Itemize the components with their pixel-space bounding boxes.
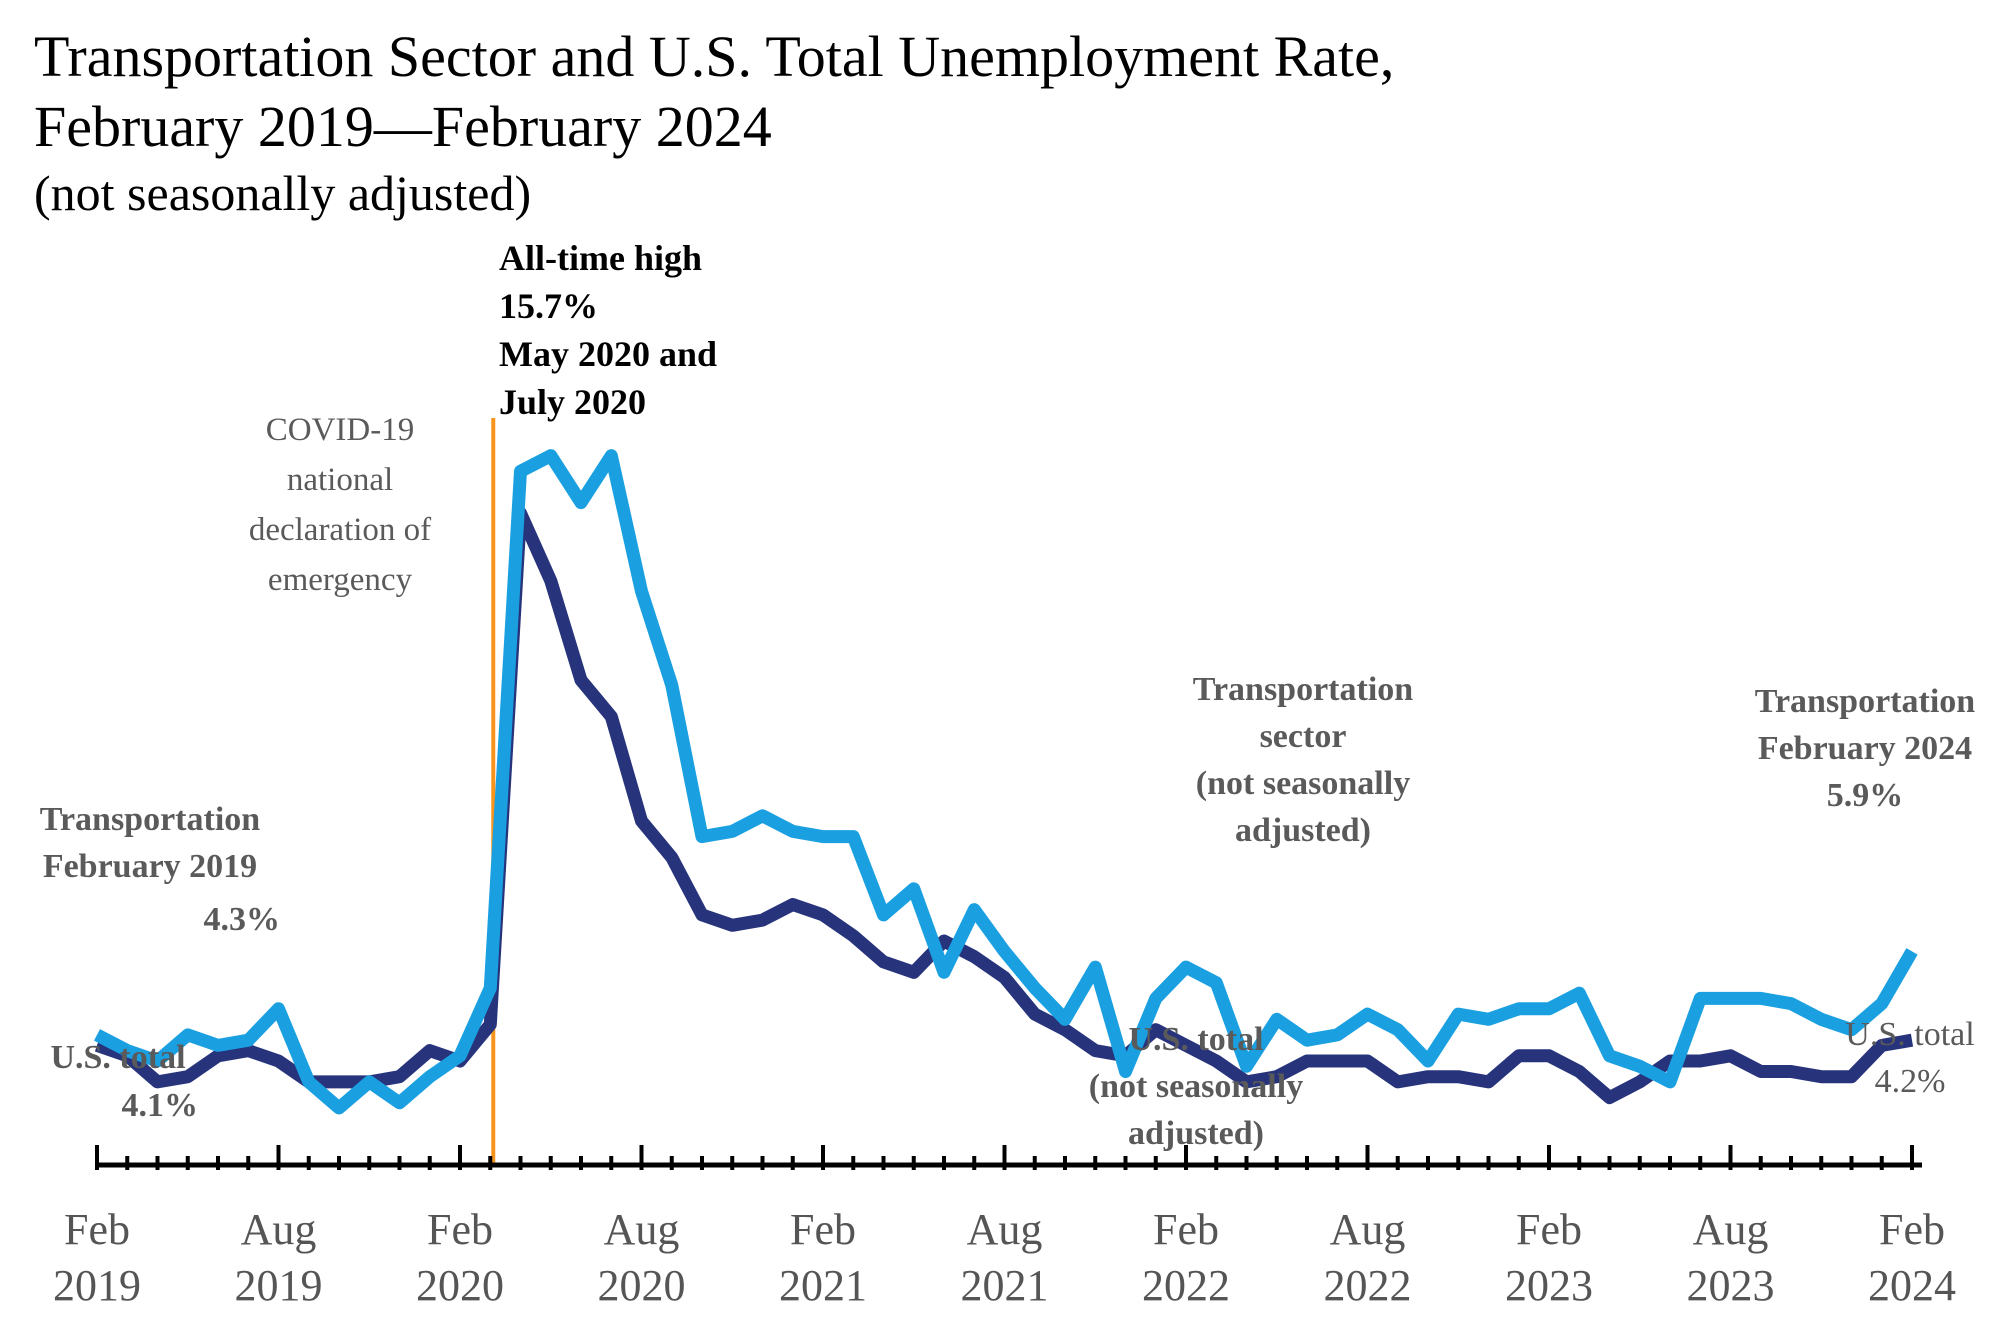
x-tick-label-month: Feb [64,1205,130,1254]
chart-title-line-1: Transportation Sector and U.S. Total Une… [34,24,1395,89]
annotation-transportation-feb-2019-value: 4.3% [204,901,281,938]
x-tick-label-year: 2019 [53,1261,141,1310]
annotation-covid-declaration-line: COVID-19 [266,412,414,448]
annotation-covid-declaration-line: emergency [268,562,413,598]
annotation-transportation-feb-2024-line: Transportation [1755,683,1975,720]
annotation-all-time-high-line: All-time high [499,238,702,278]
annotation-all-time-high-line: 15.7% [499,286,598,326]
x-tick-label-year: 2021 [961,1261,1049,1310]
x-tick-label-month: Feb [1879,1205,1945,1254]
annotation-transportation-sector-line: Transportation [1193,671,1413,708]
x-tick-label-year: 2024 [1868,1261,1956,1310]
annotation-transportation-feb-2019-line: February 2019 [43,848,257,885]
annotation-all-time-high-line: July 2020 [499,382,646,422]
x-tick-label-year: 2020 [416,1261,504,1310]
annotation-transportation-sector-line: (not seasonally [1196,765,1410,802]
annotation-all-time-high: All-time high 15.7% May 2020 and July 2020 [499,238,717,422]
annotation-transportation-sector: Transportation sector (not seasonally adjus… [1193,671,1413,849]
x-tick-label-month: Feb [790,1205,856,1254]
x-tick-label-month: Aug [1330,1205,1406,1254]
annotation-us-total-mid-line: (not seasonally [1089,1068,1303,1105]
x-tick-label-month: Aug [1693,1205,1769,1254]
x-tick-label-year: 2020 [598,1261,686,1310]
x-tick-label-month: Feb [427,1205,493,1254]
chart-subtitle: (not seasonally adjusted) [34,165,532,221]
annotation-us-total-mid: U.S. total (not seasonally adjusted) [1089,1021,1303,1152]
annotation-transportation-sector-line: sector [1260,718,1347,755]
annotation-us-total-end-line: U.S. total [1845,1016,1974,1053]
x-tick-label-year: 2022 [1142,1261,1230,1310]
x-tick-label-month: Feb [1153,1205,1219,1254]
annotation-all-time-high-line: May 2020 and [499,334,717,374]
x-tick-label-month: Aug [241,1205,317,1254]
x-tick-label-year: 2021 [779,1261,867,1310]
x-tick-label-year: 2022 [1324,1261,1412,1310]
annotation-covid-declaration-line: national [287,462,393,498]
annotation-transportation-feb-2019-line: Transportation [40,801,260,838]
annotation-transportation-feb-2024: Transportation February 2024 5.9% [1755,683,1975,814]
x-tick-label-month: Aug [604,1205,680,1254]
annotation-us-total-start-value: 4.1% [122,1087,199,1124]
x-tick-label-year: 2019 [235,1261,323,1310]
chart-title: Transportation Sector and U.S. Total Une… [34,22,1394,224]
us-total-series-line [94,506,1914,1105]
x-tick-label-month: Feb [1516,1205,1582,1254]
annotation-covid-declaration: COVID-19 national declaration of emergency [249,412,431,598]
chart-title-line-2: February 2019—February 2024 [34,94,772,159]
annotation-transportation-sector-line: adjusted) [1235,812,1371,849]
annotation-covid-declaration-line: declaration of [249,512,431,548]
annotation-transportation-feb-2019: Transportation February 2019 [40,801,260,885]
annotation-transportation-feb-2024-line: 5.9% [1827,777,1904,814]
x-tick-label-year: 2023 [1687,1261,1775,1310]
transportation-series-line [94,449,1918,1115]
annotation-transportation-feb-2024-line: February 2024 [1758,730,1972,767]
annotation-us-total-end-line: 4.2% [1875,1063,1946,1100]
x-tick-label-year: 2023 [1505,1261,1593,1310]
annotation-us-total-mid-line: U.S. total [1128,1021,1263,1058]
annotation-us-total-mid-line: adjusted) [1128,1115,1264,1152]
annotation-us-total-end: U.S. total 4.2% [1845,1016,1974,1100]
annotation-us-total-start-label: U.S. total [50,1039,185,1076]
x-tick-label-month: Aug [967,1205,1043,1254]
